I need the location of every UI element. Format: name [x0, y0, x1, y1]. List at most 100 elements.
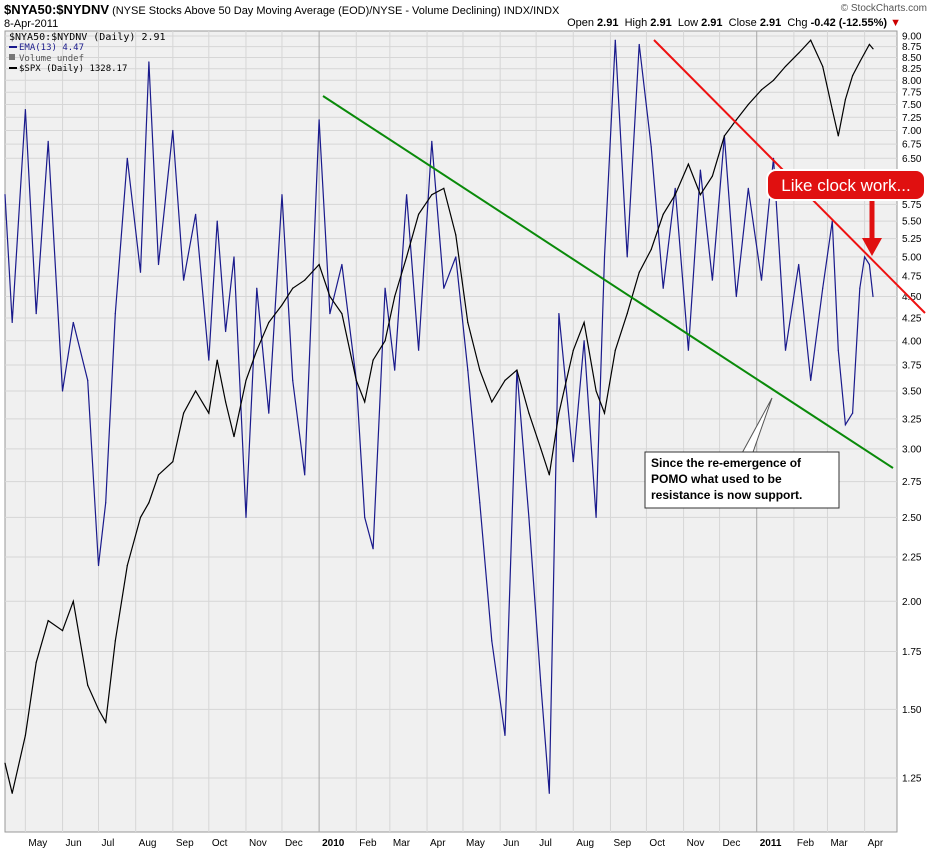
open-label: Open — [567, 17, 594, 29]
spx-point — [760, 89, 763, 91]
x-tick-label: Aug — [139, 838, 157, 849]
high-value: 2.91 — [650, 17, 672, 29]
nya50-point — [528, 516, 530, 519]
spx-point — [455, 234, 457, 236]
legend: $NYA50:$NYDNV (Daily) 2.91 EMA(13) 4.47 … — [9, 32, 166, 74]
spx-point — [852, 74, 854, 77]
nya50-point — [47, 140, 49, 142]
series-layer — [4, 39, 874, 794]
nya50-point — [443, 287, 445, 289]
nya50-point — [747, 187, 749, 189]
nya50-point — [583, 340, 585, 342]
nya50-point — [157, 263, 160, 266]
nya50-point — [614, 39, 616, 41]
y-tick-label: 9.00 — [902, 32, 922, 43]
nya50-point — [372, 548, 374, 550]
spx-point — [183, 412, 185, 414]
nya50-point — [35, 313, 37, 315]
spx-point — [431, 194, 433, 196]
spx-point — [603, 412, 606, 414]
nya50-point — [172, 129, 174, 132]
spx-point — [172, 461, 174, 463]
chg-value: -0.42 (-12.55%) — [810, 17, 888, 29]
spx-point — [372, 359, 374, 361]
legend-spx: $SPX (Daily) 1328.17 — [19, 64, 127, 74]
y-tick-label: 7.25 — [902, 113, 922, 124]
nya50-point — [603, 256, 606, 258]
nya50-point — [183, 279, 185, 281]
x-tick-label: Sep — [176, 838, 194, 849]
annotation-box: Since the re-emergence of POMO what used… — [644, 397, 840, 509]
spx-point — [292, 287, 294, 289]
x-tick-label: Jun — [66, 838, 82, 849]
spx-point — [329, 295, 331, 298]
nya50-point — [735, 295, 737, 298]
x-tick-label: Feb — [797, 838, 815, 849]
spx-point — [687, 163, 689, 165]
nya50-point — [772, 157, 775, 159]
nya50-point — [341, 263, 343, 266]
nya50-point — [467, 369, 469, 371]
nya50-point — [674, 187, 676, 189]
x-tick-label: Feb — [359, 838, 377, 849]
spx-point — [245, 379, 247, 381]
support-trendline — [322, 95, 894, 469]
x-tick-label: May — [28, 838, 47, 849]
y-tick-label: 2.25 — [902, 553, 922, 564]
low-label: Low — [677, 17, 699, 29]
chart-exchange: INDX/INDX — [503, 5, 560, 17]
y-tick-label: 5.25 — [902, 234, 922, 245]
nya50-point — [810, 379, 812, 381]
spx-point — [256, 349, 258, 351]
nya50-point — [662, 287, 664, 289]
spx-point — [208, 412, 210, 414]
nya50-point — [394, 369, 396, 371]
nya50-point — [798, 263, 800, 266]
nya50-point — [4, 194, 6, 196]
y-tick-label: 1.75 — [902, 647, 922, 658]
nya50-point — [304, 474, 306, 476]
nya50-point — [24, 108, 26, 111]
open-value: 2.91 — [597, 17, 619, 29]
spx-point — [859, 61, 861, 63]
x-tick-label: 2010 — [322, 838, 345, 849]
y-tick-label: 5.75 — [902, 200, 922, 211]
spx-point — [516, 369, 518, 371]
nya50-point — [455, 256, 457, 258]
x-tick-label: Aug — [576, 838, 594, 849]
nya50-point — [699, 169, 701, 171]
spx-point — [822, 65, 824, 68]
nya50-point — [595, 516, 597, 519]
nya50-point — [491, 640, 493, 642]
x-tick-label: Sep — [613, 838, 631, 849]
spx-point — [148, 502, 150, 504]
series-nya50-nydnv — [4, 40, 874, 794]
high-label: High — [624, 17, 648, 29]
y-tick-label: 8.25 — [902, 64, 922, 75]
spx-point — [674, 194, 676, 196]
nya50-point — [364, 516, 366, 519]
nya50-point — [479, 502, 481, 504]
spx-point — [747, 103, 749, 106]
x-tick-label: 2011 — [760, 838, 782, 849]
spx-point — [225, 401, 227, 403]
nya50-point — [292, 379, 294, 381]
nya50-point — [114, 313, 116, 315]
chart-date: 8-Apr-2011 — [4, 18, 59, 30]
y-tick-label: 3.75 — [902, 361, 922, 372]
ohlc-readout: Open 2.91 High 2.91 Low 2.91 Close 2.91 … — [567, 17, 901, 29]
chg-label: Chg — [787, 17, 808, 29]
annotation-line-3: resistance is now support. — [651, 488, 802, 502]
y-tick-label: 2.00 — [902, 597, 922, 608]
x-tick-label: Nov — [687, 838, 705, 849]
nya50-point — [11, 321, 13, 324]
spx-point — [491, 401, 493, 403]
annotation-line-1: Since the re-emergence of — [651, 456, 802, 470]
annotation-rect — [644, 451, 840, 509]
nya50-point — [844, 424, 847, 426]
spx-point — [831, 108, 833, 111]
spx-point — [837, 135, 839, 137]
x-axis: May Jun Jul Aug Sep Oct Nov Dec 2010 Feb Mar Apr May… — [28, 838, 883, 849]
nya50-point — [148, 61, 150, 63]
